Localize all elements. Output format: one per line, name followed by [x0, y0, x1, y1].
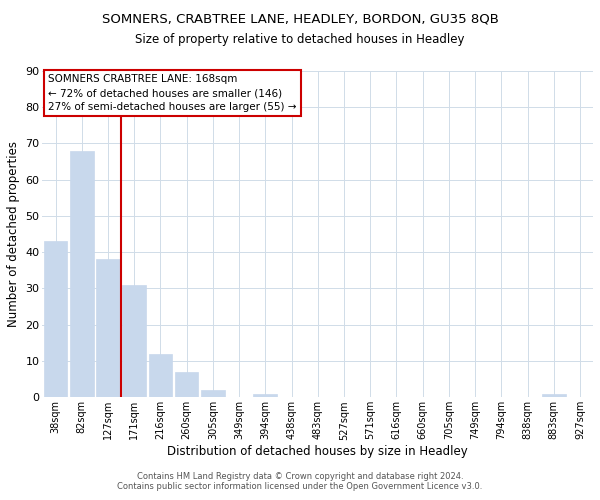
Bar: [542, 394, 566, 397]
Y-axis label: Number of detached properties: Number of detached properties: [7, 141, 20, 327]
Bar: [70, 150, 94, 397]
Bar: [253, 394, 277, 397]
X-axis label: Distribution of detached houses by size in Headley: Distribution of detached houses by size …: [167, 445, 468, 458]
Bar: [122, 285, 146, 397]
Text: Contains HM Land Registry data © Crown copyright and database right 2024.: Contains HM Land Registry data © Crown c…: [137, 472, 463, 481]
Text: SOMNERS, CRABTREE LANE, HEADLEY, BORDON, GU35 8QB: SOMNERS, CRABTREE LANE, HEADLEY, BORDON,…: [101, 12, 499, 26]
Bar: [96, 260, 120, 397]
Text: Size of property relative to detached houses in Headley: Size of property relative to detached ho…: [135, 32, 465, 46]
Text: SOMNERS CRABTREE LANE: 168sqm
← 72% of detached houses are smaller (146)
27% of : SOMNERS CRABTREE LANE: 168sqm ← 72% of d…: [48, 74, 296, 112]
Bar: [201, 390, 224, 397]
Bar: [149, 354, 172, 397]
Bar: [44, 242, 67, 397]
Bar: [175, 372, 199, 397]
Text: Contains public sector information licensed under the Open Government Licence v3: Contains public sector information licen…: [118, 482, 482, 491]
